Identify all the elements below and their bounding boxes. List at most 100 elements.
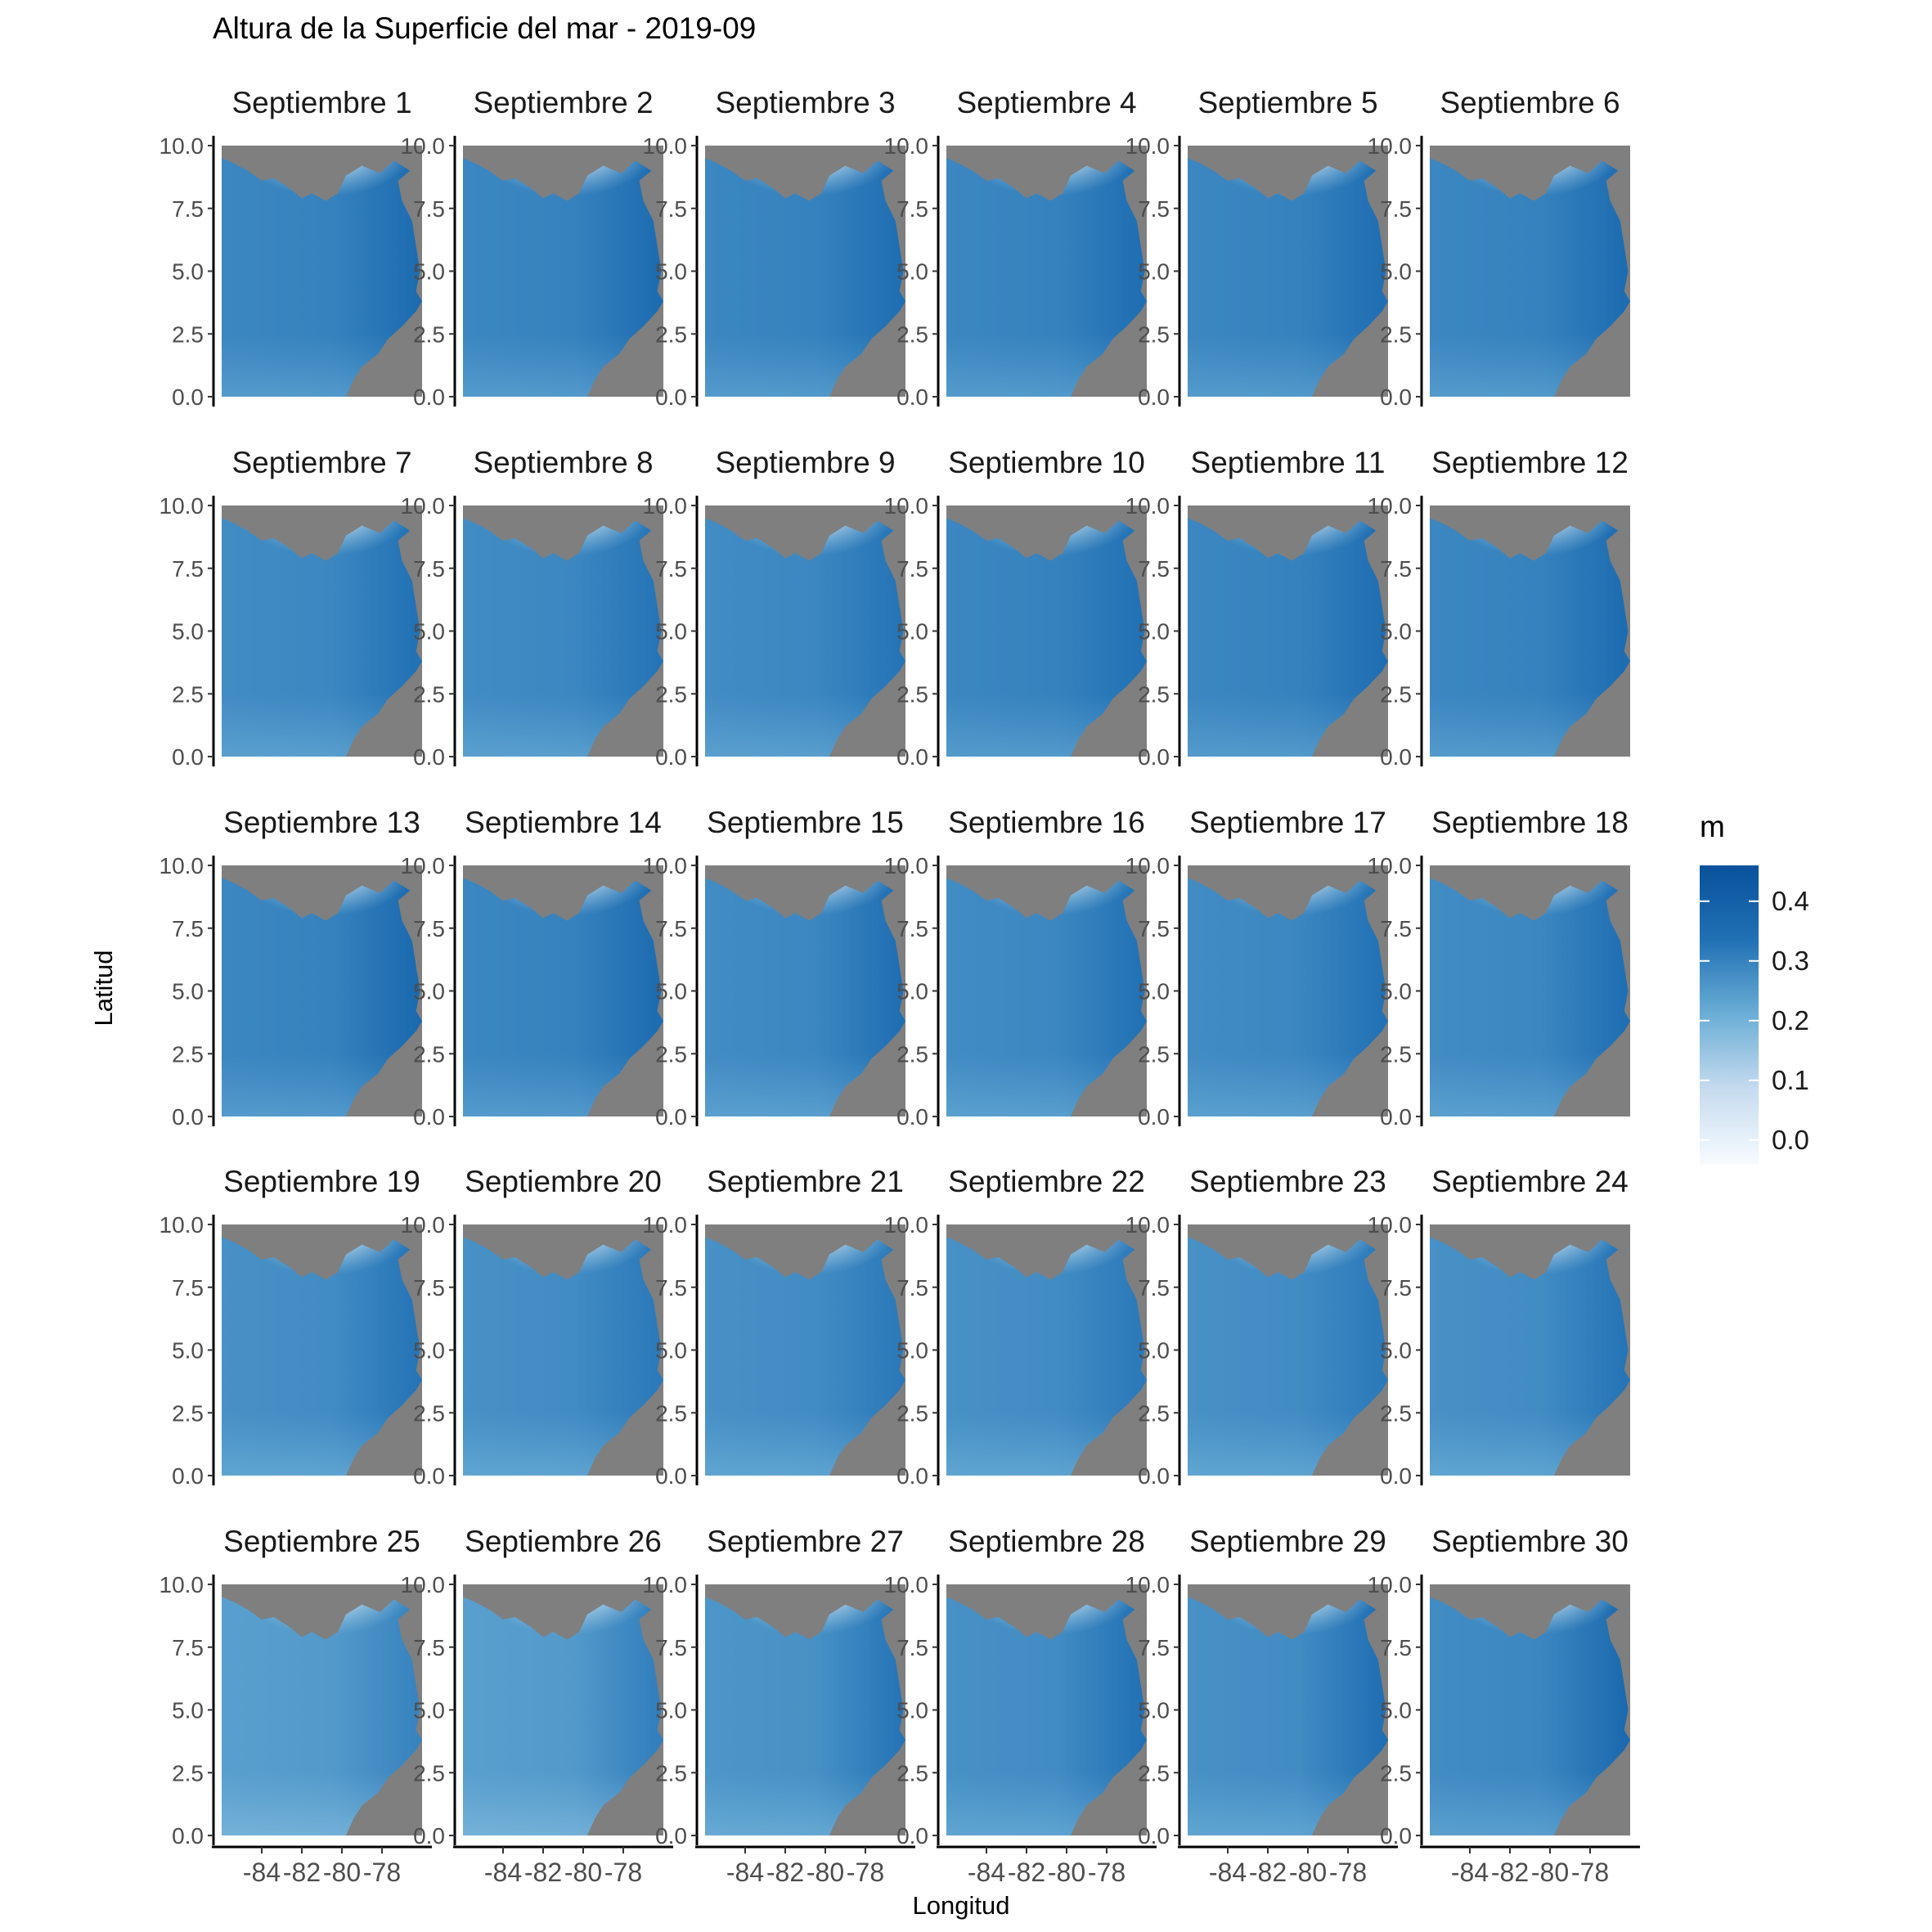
facet-label: Septiembre 26 xyxy=(465,1525,662,1558)
y-tick-label: 2.5 xyxy=(1380,1041,1412,1067)
y-tick-label: 5.0 xyxy=(172,979,204,1004)
y-tick-label: 2.5 xyxy=(172,321,204,347)
facet-label: Septiembre 15 xyxy=(707,806,904,839)
legend-tick-label: 0.3 xyxy=(1772,945,1809,976)
land-central-america xyxy=(1430,1224,1630,1280)
x-tick-label: -78 xyxy=(847,1858,884,1887)
y-tick-label: 10.0 xyxy=(1368,853,1413,878)
y-tick-label: 0.0 xyxy=(655,384,687,410)
y-tick-label: 7.5 xyxy=(896,916,928,941)
land-ecuador xyxy=(1553,1380,1630,1476)
facet-panel: Septiembre 19 0.0 2.5 5.0 7.5 10.0 xyxy=(160,1165,422,1489)
y-tick-label: 7.5 xyxy=(655,196,687,222)
y-tick-label: 10.0 xyxy=(884,1212,929,1238)
land-colombia xyxy=(639,170,663,302)
facet-panel: Septiembre 12 0.0 2.5 5.0 7.5 10.0 xyxy=(1368,446,1630,770)
facet-label: Septiembre 8 xyxy=(473,446,653,479)
facet-label: Septiembre 21 xyxy=(707,1165,904,1198)
y-tick-label: 0.0 xyxy=(1380,1823,1412,1849)
y-tick-label: 5.0 xyxy=(655,979,687,1004)
land-ecuador xyxy=(1311,1740,1388,1835)
x-tick-label: -80 xyxy=(1531,1858,1569,1887)
land-central-america xyxy=(705,505,905,561)
y-tick-label: 2.5 xyxy=(413,1041,445,1067)
facet-label: Septiembre 7 xyxy=(231,446,411,479)
land-ecuador xyxy=(586,1740,663,1835)
y-tick-label: 5.0 xyxy=(655,1698,687,1723)
facet-panel: Septiembre 11 0.0 2.5 5.0 7.5 10.0 xyxy=(1126,446,1388,770)
y-tick-label: 10.0 xyxy=(1368,133,1413,159)
y-tick-label: 2.5 xyxy=(1138,1400,1170,1426)
y-tick-label: 7.5 xyxy=(655,1275,687,1301)
facet-panel: Septiembre 17 0.0 2.5 5.0 7.5 10.0 xyxy=(1126,806,1388,1130)
y-tick-label: 5.0 xyxy=(172,1698,204,1723)
y-tick-label: 10.0 xyxy=(1126,1212,1170,1238)
land-ecuador xyxy=(1070,661,1147,757)
y-tick-label: 2.5 xyxy=(172,1400,204,1426)
land-central-america xyxy=(705,146,905,201)
facet-label: Septiembre 19 xyxy=(223,1165,420,1198)
y-tick-label: 5.0 xyxy=(896,259,928,285)
land-central-america xyxy=(946,865,1147,921)
y-tick-label: 10.0 xyxy=(401,1572,446,1597)
y-tick-label: 5.0 xyxy=(1380,259,1412,285)
y-tick-label: 10.0 xyxy=(1126,853,1170,878)
facet-panel: Septiembre 30 0.0 2.5 5.0 7.5 10.0 -84 -82 -80 -7… xyxy=(1368,1525,1640,1887)
land-colombia xyxy=(1606,1249,1630,1381)
x-tick-label: -84 xyxy=(1209,1858,1247,1887)
y-tick-label: 2.5 xyxy=(896,681,928,707)
y-tick-label: 7.5 xyxy=(1138,556,1170,582)
y-tick-label: 5.0 xyxy=(172,1338,204,1364)
land-colombia xyxy=(1122,170,1147,302)
y-tick-label: 2.5 xyxy=(172,1760,204,1786)
land-central-america xyxy=(1188,865,1388,921)
facet-panel: Septiembre 10 0.0 2.5 5.0 7.5 10.0 xyxy=(884,446,1147,770)
land-central-america xyxy=(222,505,422,561)
land-colombia xyxy=(639,890,663,1022)
land-central-america xyxy=(463,865,663,921)
x-tick-label: -82 xyxy=(1008,1858,1045,1887)
x-tick-label: -84 xyxy=(243,1858,281,1887)
land-central-america xyxy=(1188,1584,1388,1640)
y-tick-label: 7.5 xyxy=(1138,1635,1170,1660)
land-central-america xyxy=(463,146,663,201)
y-tick-label: 5.0 xyxy=(1138,619,1170,645)
facet-panel: Septiembre 14 0.0 2.5 5.0 7.5 10.0 xyxy=(401,806,663,1130)
y-tick-label: 10.0 xyxy=(884,493,929,519)
facet-label: Septiembre 10 xyxy=(948,446,1145,479)
land-colombia xyxy=(1606,530,1630,662)
y-tick-label: 7.5 xyxy=(655,916,687,941)
y-tick-label: 7.5 xyxy=(413,1275,445,1301)
y-tick-label: 10.0 xyxy=(884,853,929,878)
y-tick-label: 7.5 xyxy=(172,1275,204,1301)
land-central-america xyxy=(946,505,1147,561)
facet-label: Septiembre 28 xyxy=(948,1525,1145,1558)
y-tick-label: 0.0 xyxy=(413,744,445,770)
y-tick-label: 5.0 xyxy=(413,979,445,1004)
y-tick-label: 5.0 xyxy=(896,979,928,1004)
facet-panel: Septiembre 3 0.0 2.5 5.0 7.5 10.0 xyxy=(643,86,905,410)
x-tick-label: -84 xyxy=(726,1858,764,1887)
facet-label: Septiembre 17 xyxy=(1189,806,1386,839)
y-tick-label: 2.5 xyxy=(413,1760,445,1786)
land-central-america xyxy=(222,865,422,921)
y-tick-label: 5.0 xyxy=(1138,1698,1170,1723)
y-tick-label: 7.5 xyxy=(655,1635,687,1660)
y-tick-label: 7.5 xyxy=(1138,916,1170,941)
land-central-america xyxy=(1188,505,1388,561)
y-tick-label: 5.0 xyxy=(1380,619,1412,645)
y-tick-label: 10.0 xyxy=(160,1212,204,1238)
x-tick-label: -82 xyxy=(1491,1858,1529,1887)
land-ecuador xyxy=(586,301,663,397)
y-tick-label: 2.5 xyxy=(1138,1760,1170,1786)
land-ecuador xyxy=(345,301,422,397)
y-tick-label: 5.0 xyxy=(1138,979,1170,1004)
land-colombia xyxy=(1606,1609,1630,1741)
legend-colorbar xyxy=(1700,865,1759,1164)
x-tick-label: -78 xyxy=(1571,1858,1609,1887)
land-central-america xyxy=(705,1224,905,1280)
y-tick-label: 5.0 xyxy=(413,259,445,285)
land-ecuador xyxy=(1070,1740,1147,1835)
legend-tick-label: 0.1 xyxy=(1772,1064,1809,1095)
land-colombia xyxy=(1122,1249,1147,1381)
